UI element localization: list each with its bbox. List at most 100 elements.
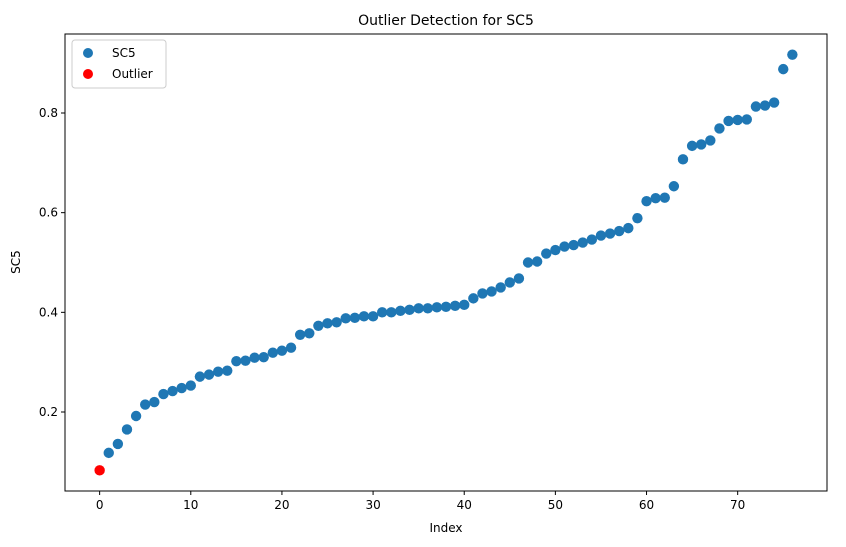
sc5-point-3 [121,424,133,435]
sc5-point-23 [304,328,315,339]
sc5-point-57 [613,225,625,237]
legend-label-outlier: Outlier [112,67,153,81]
sc5-point-56 [604,228,616,239]
sc5-point-41 [468,293,479,304]
x-tick-label: 30 [365,498,380,512]
sc5-point-32 [386,307,397,318]
plot-frame [64,33,828,492]
x-tick-label: 20 [274,498,289,512]
sc5-point-31 [376,307,388,318]
sc5-point-58 [623,222,634,234]
sc5-point-45 [504,277,516,288]
legend-marker-outlier [83,69,93,79]
sc5-point-24 [313,320,324,331]
sc5-point-74 [768,97,780,108]
sc5-point-66 [696,139,707,150]
plot-area [94,49,798,476]
x-axis: 0 10 20 30 40 50 60 70 [96,491,745,512]
sc5-point-72 [750,101,762,112]
sc5-point-13 [212,366,224,377]
legend-box [71,39,167,89]
sc5-point-11 [194,371,206,382]
sc5-point-52 [568,239,579,251]
sc5-point-50 [550,244,561,256]
sc5-point-28 [349,312,361,324]
sc5-point-19 [267,347,279,358]
sc5-point-61 [650,193,661,204]
sc5-point-20 [276,345,288,356]
sc5-point-1 [103,447,114,459]
sc5-point-68 [714,123,725,134]
sc5-point-67 [705,135,716,146]
y-tick-label: 0.6 [39,206,58,220]
sc5-point-64 [677,154,689,165]
x-tick-label: 10 [183,498,198,512]
sc5-point-4 [130,410,142,422]
sc5-point-33 [395,305,406,317]
legend-label-sc5: SC5 [112,46,136,60]
sc5-point-8 [167,385,178,397]
sc5-point-65 [686,140,698,152]
sc5-point-5 [140,399,151,410]
sc5-point-35 [413,303,424,314]
sc5-point-62 [659,192,670,203]
sc5-point-40 [459,299,470,311]
legend-marker-sc5 [83,48,93,58]
x-tick-label: 0 [96,498,104,512]
sc5-point-14 [222,365,233,376]
sc5-point-22 [294,329,306,340]
sc5-point-60 [641,196,652,207]
legend: SC5 Outlier [71,39,167,89]
sc5-point-43 [486,286,497,297]
sc5-point-63 [668,181,680,192]
sc5-point-25 [322,318,333,329]
sc5-point-73 [759,100,771,111]
y-axis: 0.2 0.4 0.6 0.8 [39,106,65,419]
sc5-point-59 [632,212,643,224]
sc5-point-15 [231,355,242,367]
sc5-point-6 [149,396,160,408]
sc5-point-38 [440,301,452,313]
sc5-point-17 [249,352,260,363]
sc5-point-48 [531,256,543,267]
sc5-point-12 [203,369,215,380]
sc5-point-53 [577,237,588,248]
sc5-point-70 [732,114,743,126]
sc5-point-2 [112,438,124,450]
sc5-point-44 [495,282,506,293]
chart-title: Outlier Detection for SC5 [358,13,534,29]
sc5-point-71 [741,114,752,125]
sc5-point-21 [285,342,297,353]
sc5-point-10 [185,380,196,391]
sc5-point-37 [431,302,443,313]
sc5-point-51 [559,241,570,252]
x-tick-label: 70 [730,498,745,512]
x-axis-label: Index [429,521,462,535]
outlier-point-0 [94,465,105,476]
sc5-point-16 [240,355,251,366]
sc5-point-18 [258,351,269,363]
sc5-point-7 [158,388,169,400]
x-tick-label: 50 [548,498,563,512]
sc5-point-54 [586,234,598,245]
sc5-point-27 [340,313,351,324]
sc5-point-69 [723,115,734,127]
sc5-point-36 [422,303,433,314]
x-tick-label: 40 [457,498,472,512]
sc5-point-30 [367,311,379,322]
sc5-point-29 [358,311,370,322]
sc5-point-46 [513,273,525,284]
sc5-point-26 [331,317,342,328]
sc5-point-9 [176,382,187,394]
y-axis-label: SC5 [9,250,23,274]
sc5-point-75 [778,63,789,75]
y-tick-label: 0.8 [39,106,58,120]
sc5-point-49 [541,248,552,259]
sc5-point-42 [477,288,488,299]
sc5-point-76 [787,49,798,60]
sc5-point-47 [522,257,534,268]
x-tick-label: 60 [639,498,654,512]
sc5-point-34 [404,304,415,316]
